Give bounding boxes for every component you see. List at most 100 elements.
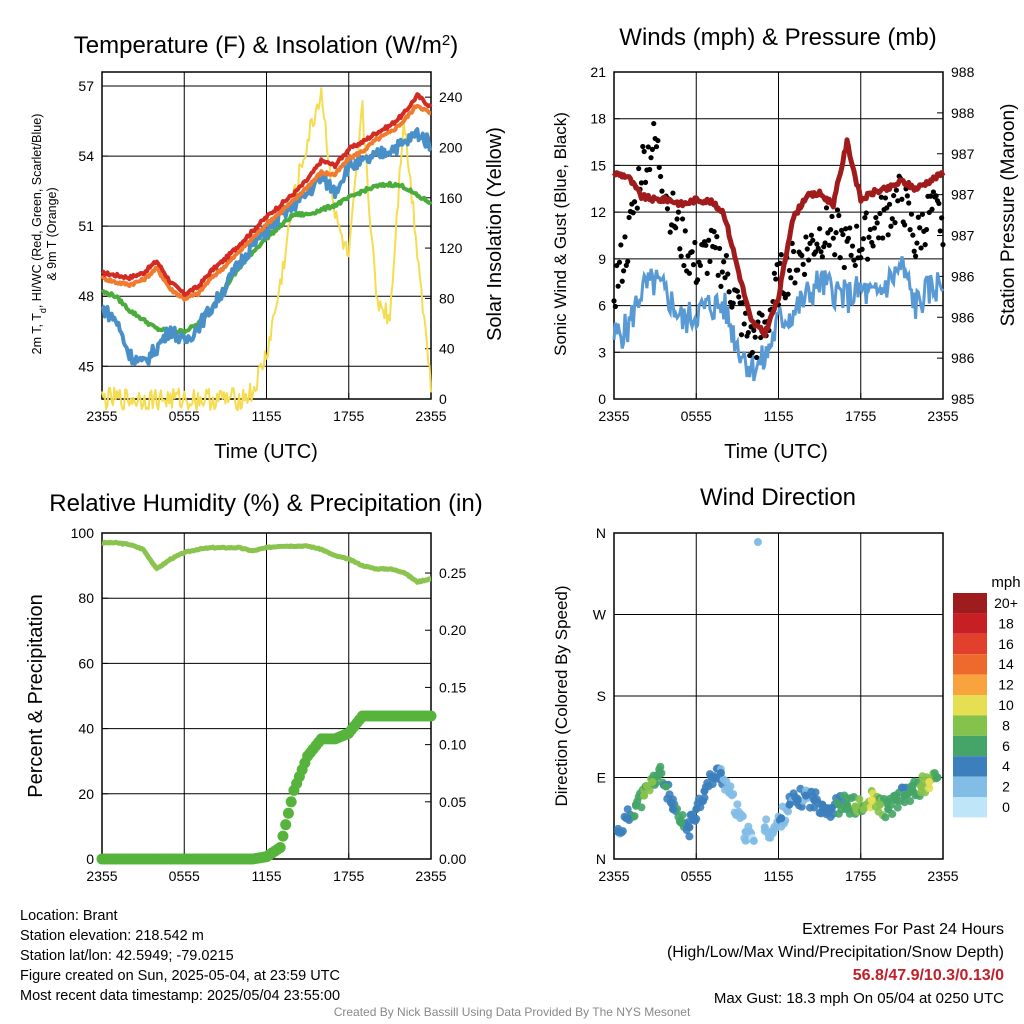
wind-gust-point — [877, 210, 883, 217]
precip-point — [425, 710, 437, 722]
wind-gust-point — [841, 264, 847, 271]
direction-point — [700, 793, 709, 802]
rh-ytick-label: 100 — [71, 525, 95, 541]
wind-gust-point — [928, 193, 934, 199]
wind-gust-point — [681, 262, 687, 269]
wind-gust-point — [751, 327, 757, 333]
direction-point — [917, 782, 926, 791]
wind-gust-point — [849, 243, 856, 249]
rh-y2-ytick-label: 0.10 — [439, 737, 466, 753]
wind-gust-point — [818, 249, 824, 255]
wind-gust-point — [840, 231, 846, 238]
wind-gust-point — [615, 283, 621, 289]
wind-xtick-label: 2355 — [927, 408, 958, 424]
wind-gust-point — [649, 146, 655, 152]
wind-gust-point — [690, 262, 697, 268]
legend-swatch — [953, 674, 987, 695]
dir-xtick-label: 2355 — [598, 868, 629, 884]
wind-xtick-label: 2355 — [598, 408, 629, 424]
wind-gust-point — [678, 253, 684, 259]
wind-gust-point — [667, 229, 673, 235]
temp-x-label: Time (UTC) — [214, 441, 318, 463]
wind-gust-point — [659, 188, 665, 194]
wind-gust-point — [758, 334, 764, 341]
wind-gust-point — [867, 226, 873, 233]
dir-xtick-label: 1155 — [763, 868, 793, 884]
extremes-values: 56.8/47.9/10.3/0.13/0 — [852, 967, 1004, 984]
rh-ytick-label: 60 — [78, 655, 94, 671]
wind-speed-line — [612, 255, 944, 382]
wind-gust-point — [648, 155, 654, 161]
legend-label: 18 — [998, 615, 1014, 631]
rh-xtick-label: 1155 — [251, 868, 281, 884]
wind-gust-point — [826, 242, 832, 248]
wind-gust-point — [889, 216, 895, 222]
wind-gust-point — [893, 187, 899, 193]
dir-ytick-label: N — [596, 525, 606, 541]
wind-gust-point — [634, 205, 640, 211]
direction-point — [692, 805, 701, 814]
wind-gust-point — [725, 271, 731, 277]
rh-xtick-label: 1755 — [333, 868, 364, 884]
wind-gust-point — [723, 252, 730, 259]
direction-point — [784, 807, 793, 816]
wind-gust-point — [675, 209, 682, 215]
wind-gust-point — [911, 248, 917, 254]
direction-point — [677, 818, 686, 827]
wind-gust-point — [880, 235, 886, 241]
temp-y2-ytick-label: 160 — [439, 190, 463, 206]
wind-gust-point — [785, 291, 791, 297]
wind-gust-point — [902, 222, 908, 228]
direction-point — [893, 803, 902, 812]
wind-y2-ytick-label: 987 — [951, 187, 975, 203]
wind-gust-point — [848, 252, 854, 258]
wind-y2-ytick-label: 988 — [951, 105, 975, 121]
direction-point — [645, 786, 654, 795]
temp-y2-ytick-label: 80 — [439, 290, 455, 306]
legend-swatch — [953, 776, 987, 797]
wind-gust-point — [937, 228, 943, 234]
rh-ytick-label: 40 — [78, 721, 94, 737]
wind-y2-ytick-label: 988 — [951, 64, 975, 80]
temp-y2-label: Solar Insolation (Yellow) — [484, 127, 506, 341]
dir-ytick-label: W — [593, 607, 607, 623]
wind-ytick-label: 21 — [590, 64, 606, 80]
temp-y-label-line2: & 9m T (Orange) — [45, 187, 59, 280]
wind-gust-point — [834, 207, 841, 213]
wind-gust-point — [882, 195, 889, 201]
direction-point — [859, 805, 868, 814]
direction-point — [908, 787, 917, 796]
wind-gust-point — [753, 354, 760, 361]
wind-gust-point — [906, 200, 912, 206]
rh-y2-ytick-label: 0.00 — [439, 851, 466, 867]
station-latlon: Station lat/lon: 42.5949; -79.0215 — [20, 948, 234, 964]
temp-series-line — [100, 103, 432, 302]
wind-gust-point — [664, 206, 671, 212]
wind-gust-point — [673, 225, 679, 231]
wind-gust-point — [886, 201, 893, 207]
direction-point — [810, 796, 819, 805]
direction-point — [623, 814, 632, 823]
wind-gust-point — [759, 312, 765, 318]
wind-gust-point — [782, 295, 788, 301]
wind-gust-point — [904, 193, 910, 199]
wind-gust-point — [689, 249, 695, 255]
wind-gust-point — [808, 232, 815, 238]
direction-point — [875, 800, 884, 809]
wind-gust-point — [729, 304, 735, 310]
direction-point — [662, 782, 671, 791]
direction-point — [614, 827, 623, 836]
wind-gust-point — [884, 205, 890, 211]
wind-gust-point — [679, 216, 686, 222]
wind-gust-point — [814, 241, 820, 247]
wind-y2-label: Station Pressure (Maroon) — [998, 104, 1019, 327]
wind-gust-point — [736, 294, 742, 300]
wind-gust-point — [622, 234, 628, 240]
wind-gust-point — [619, 278, 625, 284]
wind-gust-point — [623, 262, 629, 268]
wind-gust-point — [719, 269, 725, 275]
wind-gust-point — [915, 214, 921, 220]
credit-footer: Created By Nick Bassill Using Data Provi… — [333, 1005, 691, 1019]
wind-gust-point — [862, 215, 868, 221]
wind-gust-point — [626, 214, 632, 221]
